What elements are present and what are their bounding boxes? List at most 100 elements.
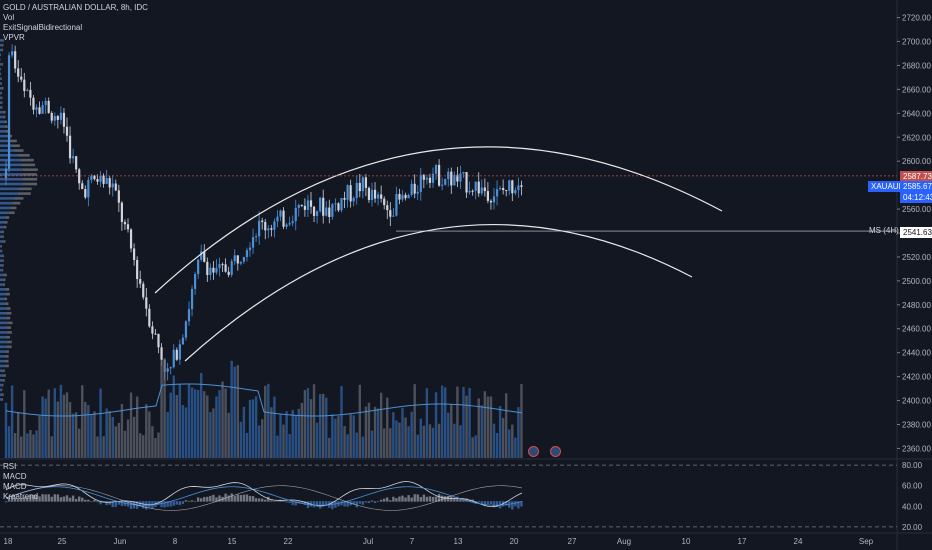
vpvr-bar <box>0 48 2 52</box>
volume-bar <box>434 392 438 458</box>
volume-bar <box>471 437 474 458</box>
volume-bar <box>148 411 151 458</box>
volume-bar <box>309 399 313 458</box>
vpvr-bar <box>0 297 5 301</box>
candle-body <box>47 100 50 113</box>
vpvr-bar <box>11 144 20 148</box>
macd-histogram-bar <box>23 496 26 502</box>
candle-body <box>425 177 428 180</box>
candle-body <box>157 333 160 348</box>
volume-bar <box>10 385 14 458</box>
sub-pane-label-macd-2: MACD <box>3 482 27 491</box>
volume-bar <box>383 428 386 458</box>
volume-bar <box>102 436 105 458</box>
time-tick-label: 8 <box>173 537 178 546</box>
macd-histogram-bar <box>142 501 145 509</box>
macd-histogram-bar <box>486 501 490 505</box>
volume-bar <box>486 396 490 458</box>
volume-bar <box>392 412 395 458</box>
vpvr-bar <box>5 350 9 353</box>
candle-body <box>242 256 245 262</box>
macd-histogram-bar <box>480 501 483 505</box>
candle-body <box>142 283 145 298</box>
candle-body <box>328 207 331 217</box>
vpvr-bar <box>3 240 6 243</box>
macd-histogram-bar <box>471 499 474 502</box>
vpvr-bar <box>0 316 7 320</box>
event-marker-1-icon[interactable] <box>528 446 539 457</box>
volume-bar <box>453 423 456 458</box>
volume-bar <box>462 386 465 458</box>
macd-histogram-bar <box>282 500 285 502</box>
volume-bar <box>172 375 175 458</box>
candle-body <box>288 223 291 225</box>
vpvr-bar <box>0 369 3 373</box>
vpvr-bar <box>0 331 8 334</box>
volume-bar <box>514 437 517 458</box>
vpvr-bar <box>0 264 3 267</box>
candle-body <box>75 156 78 170</box>
macd-histogram-bar <box>303 501 307 506</box>
candle-body <box>395 193 398 216</box>
sub-pane-tick-label: 40.00 <box>902 502 923 511</box>
volume-bar <box>96 436 99 458</box>
vpvr-bar <box>2 235 4 238</box>
volume-bar <box>26 433 29 458</box>
vpvr-bar <box>0 187 19 191</box>
vpvr-bar <box>1 268 4 272</box>
rsi-line <box>5 481 523 508</box>
volume-bar <box>343 426 346 458</box>
vpvr-bar <box>17 154 30 157</box>
vpvr-bar <box>0 230 3 234</box>
vpvr-bar <box>0 192 19 195</box>
volume-bar <box>419 418 422 458</box>
candle-body <box>38 107 41 114</box>
candle-body <box>361 177 364 192</box>
volume-bar <box>520 384 523 458</box>
volume-bar <box>78 428 81 458</box>
macd-histogram-bar <box>84 499 87 502</box>
candle-body <box>331 204 334 217</box>
candle-body <box>197 259 200 275</box>
volume-bar <box>93 411 96 458</box>
vpvr-bar <box>0 259 3 262</box>
vpvr-bar <box>0 72 1 76</box>
macd-histogram-bar <box>26 497 29 502</box>
candle-body <box>419 174 422 192</box>
volume-bar <box>288 434 291 458</box>
macd-histogram-bar <box>71 495 75 502</box>
volume-bar <box>322 393 325 458</box>
volume-bar <box>181 405 185 458</box>
vpvr-bar <box>2 43 4 47</box>
macd-histogram-bar <box>288 501 291 503</box>
macd-histogram-bar <box>477 501 480 503</box>
macd-histogram-bar <box>364 501 368 503</box>
volume-bar <box>105 408 108 458</box>
candle-body <box>492 196 496 203</box>
candle-body <box>261 220 264 222</box>
candle-body <box>175 349 178 360</box>
macd-histogram-bar <box>218 495 221 502</box>
volume-bar <box>370 430 374 458</box>
candle-body <box>111 183 114 188</box>
candle-body <box>486 191 489 201</box>
volume-bar <box>87 405 90 458</box>
candle-body <box>364 177 367 188</box>
macd-histogram-bar <box>160 501 163 508</box>
event-marker-2-icon[interactable] <box>550 446 561 457</box>
volume-bar <box>270 407 273 458</box>
macd-histogram-bar <box>514 501 517 507</box>
volume-bar <box>389 428 392 458</box>
macd-histogram-bar <box>407 495 410 502</box>
time-tick-label: 7 <box>410 537 415 546</box>
vpvr-bar <box>0 350 6 353</box>
sub-pane-label-macd-1: MACD <box>3 472 27 481</box>
vpvr-bar <box>0 106 2 109</box>
macd-histogram-bar <box>505 501 508 506</box>
vpvr-bar <box>0 139 11 143</box>
volume-bar <box>169 392 172 458</box>
volume-bar <box>422 425 426 458</box>
macd-histogram-bar <box>300 501 304 504</box>
macd-histogram-bar <box>373 501 377 504</box>
